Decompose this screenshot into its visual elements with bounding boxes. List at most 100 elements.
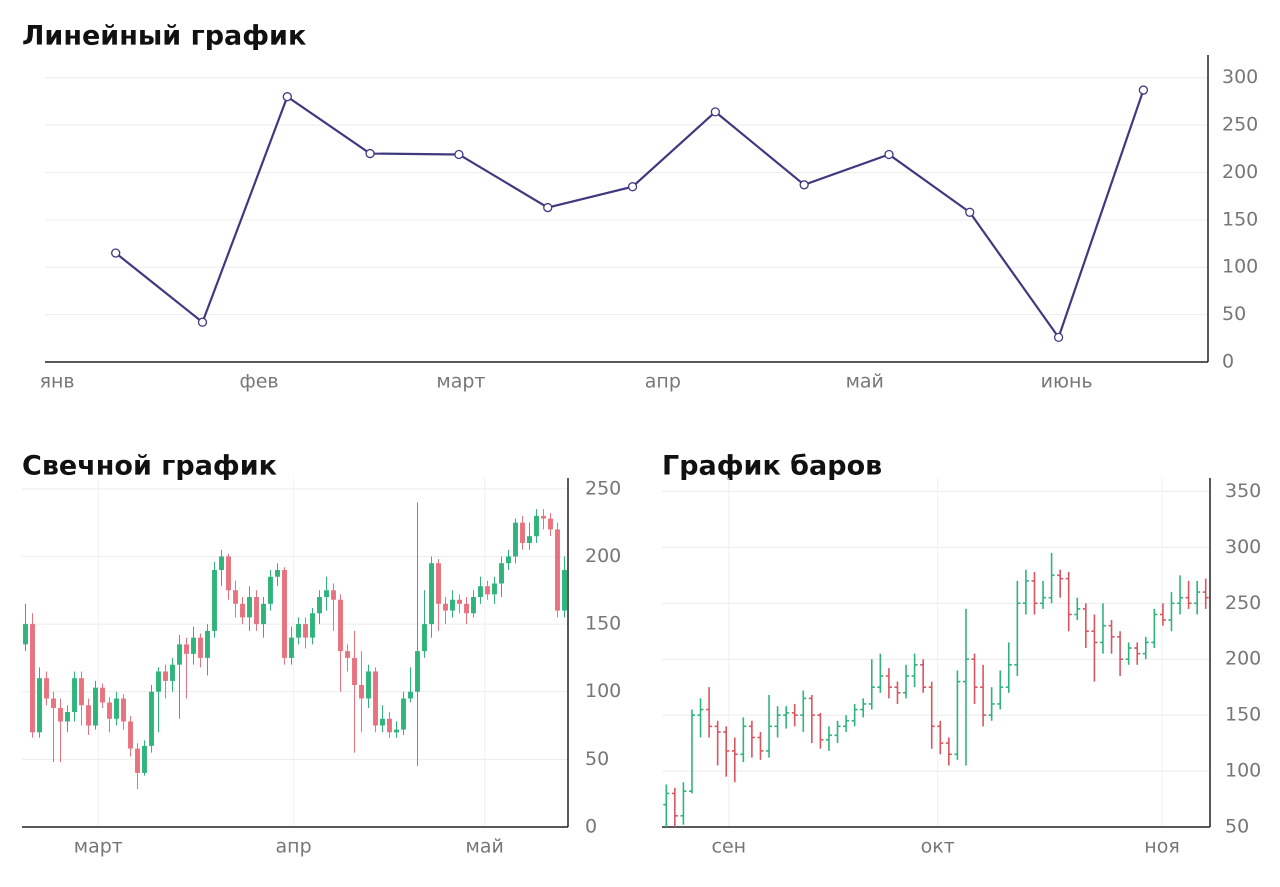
y-tick-label: 0	[1222, 351, 1234, 373]
x-tick-label: апр	[276, 836, 312, 858]
y-tick-label: 50	[1225, 816, 1249, 838]
candle-body	[170, 664, 175, 681]
candle-body	[30, 624, 35, 733]
candle-body	[247, 597, 252, 618]
candle-body	[555, 529, 560, 611]
y-tick-label: 200	[1225, 648, 1261, 670]
x-tick-label: ноя	[1144, 836, 1179, 858]
candle-body	[324, 590, 329, 598]
candle-body	[373, 671, 378, 726]
candle-body	[51, 698, 56, 708]
point	[1053, 332, 1064, 343]
candle-body	[282, 569, 287, 658]
y-tick-label: 100	[1225, 760, 1261, 782]
candle-body	[268, 576, 273, 604]
point	[365, 148, 375, 159]
candle-body	[310, 613, 315, 638]
candle-body	[72, 678, 77, 713]
candle-body	[338, 599, 343, 652]
candle-body	[240, 603, 245, 618]
candle-body	[317, 597, 322, 614]
candle-body	[422, 624, 427, 652]
point	[965, 207, 975, 217]
y-tick-label: 50	[585, 748, 609, 770]
candle-body	[296, 624, 301, 638]
candle-body	[289, 637, 294, 658]
candle-body	[23, 624, 28, 645]
candle-body	[394, 729, 399, 733]
point	[627, 182, 638, 192]
point	[454, 149, 464, 160]
candle-body	[303, 624, 308, 638]
candle-body	[114, 698, 119, 719]
candle-body	[485, 586, 490, 595]
candle-body	[415, 651, 420, 692]
candle-body	[387, 718, 392, 733]
chart-title: Свечной график	[22, 451, 277, 482]
y-tick-label: 100	[1222, 256, 1258, 278]
line-series	[114, 89, 1145, 340]
candle-body	[107, 702, 112, 719]
candle-body	[254, 597, 259, 625]
candle-body	[562, 569, 567, 611]
candle-body	[478, 586, 483, 598]
candle-body	[408, 691, 413, 699]
candle-body	[534, 515, 539, 537]
point	[1138, 85, 1149, 95]
x-tick-label: май	[466, 836, 504, 858]
candle-body	[163, 671, 168, 681]
candle-body	[233, 590, 238, 604]
candle-body	[450, 599, 455, 611]
point	[111, 248, 121, 258]
candle-body	[352, 657, 357, 685]
candle-body	[128, 721, 133, 749]
y-tick-label: 200	[585, 545, 621, 567]
candle-body	[429, 563, 434, 625]
y-tick-label: 250	[585, 477, 621, 499]
candle-body	[513, 522, 518, 557]
candle-body	[212, 569, 217, 631]
candle-body	[359, 684, 364, 699]
y-tick-label: 200	[1222, 161, 1258, 183]
candle-body	[86, 705, 91, 726]
y-tick-label: 250	[1225, 592, 1261, 614]
x-tick-label: март	[74, 836, 123, 858]
chart-title: График баров	[662, 451, 882, 482]
x-tick-label: март	[436, 371, 485, 393]
candle-body	[520, 522, 525, 543]
candle-body	[275, 569, 280, 577]
point	[197, 317, 208, 327]
candle-body	[135, 748, 140, 773]
y-tick-label: 150	[585, 613, 621, 635]
candle-body	[443, 603, 448, 611]
candle-body	[100, 687, 105, 703]
candle-body	[149, 691, 154, 746]
candle-body	[93, 687, 98, 726]
candle-body	[541, 515, 546, 519]
x-tick-label: окт	[921, 836, 955, 858]
candle-body	[492, 583, 497, 595]
y-tick-label: 300	[1225, 536, 1261, 558]
y-tick-label: 100	[585, 680, 621, 702]
point	[884, 149, 894, 160]
candle-body	[226, 556, 231, 591]
candle-body	[436, 563, 441, 604]
candle-body	[58, 707, 63, 722]
x-tick-label: янв	[40, 371, 75, 393]
y-tick-label: 50	[1222, 303, 1246, 325]
point	[799, 180, 809, 190]
candle-body	[191, 637, 196, 654]
candle-body	[44, 678, 49, 699]
candle-body	[219, 556, 224, 570]
candle-body	[471, 597, 476, 614]
candle-body	[198, 637, 203, 658]
candle-body	[331, 590, 336, 600]
candle-body	[37, 678, 42, 733]
x-tick-label: фев	[239, 371, 278, 393]
candle-body	[366, 671, 371, 699]
candle-body	[527, 536, 532, 543]
y-tick-label: 150	[1225, 704, 1261, 726]
y-tick-label: 350	[1225, 480, 1261, 502]
x-tick-label: май	[846, 371, 884, 393]
